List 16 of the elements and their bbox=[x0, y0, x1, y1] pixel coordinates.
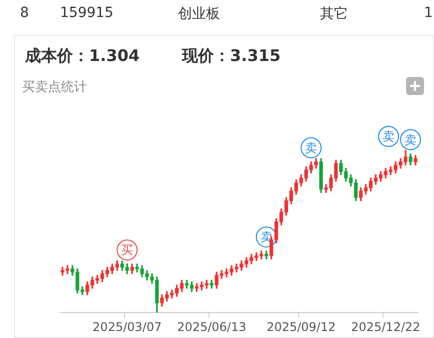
text: 1 bbox=[424, 5, 433, 21]
annotation: 卖 bbox=[305, 140, 318, 155]
text: 成本价：1.304 bbox=[25, 46, 140, 67]
x-tick-label: 2025/09/12 bbox=[266, 320, 336, 334]
text: 创业板 bbox=[178, 5, 220, 23]
x-tick-label: 2025/12/22 bbox=[351, 320, 420, 334]
text: 卖 bbox=[382, 130, 395, 144]
text: 8 bbox=[20, 5, 29, 21]
text: 159915 bbox=[60, 5, 114, 21]
x-tick-label: 2025/06/13 bbox=[177, 320, 246, 334]
chart-title: 买卖点统计 bbox=[22, 79, 87, 96]
text: 其它 bbox=[320, 5, 348, 23]
text: 卖 bbox=[404, 132, 417, 147]
text: 现价：3.315 bbox=[182, 46, 281, 67]
x-tick-label: 2025/03/07 bbox=[92, 320, 162, 334]
annotation: 买 bbox=[121, 243, 134, 258]
